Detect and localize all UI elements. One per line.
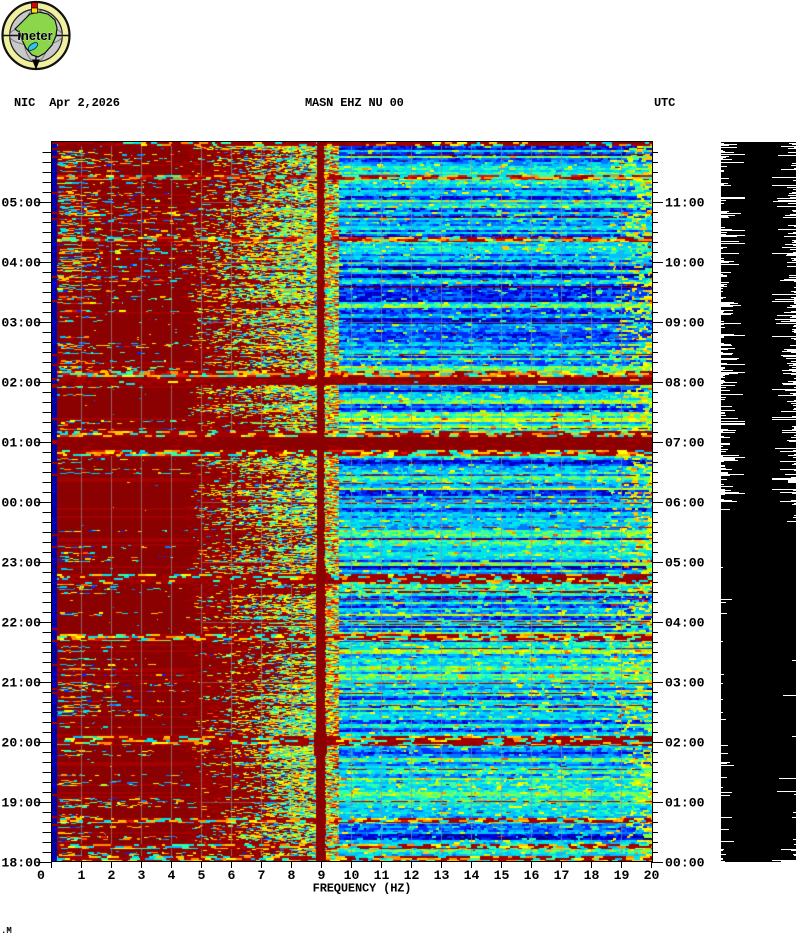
svg-text:01:00: 01:00 xyxy=(1,436,41,451)
svg-text:17: 17 xyxy=(554,868,570,883)
svg-text:08:00: 08:00 xyxy=(665,376,705,391)
svg-text:18: 18 xyxy=(584,868,600,883)
svg-text:ineter: ineter xyxy=(17,28,52,43)
svg-text:.M: .M xyxy=(1,926,12,936)
svg-text:11: 11 xyxy=(374,868,390,883)
svg-text:0: 0 xyxy=(37,868,45,883)
svg-text:01:00: 01:00 xyxy=(665,796,705,811)
svg-text:2: 2 xyxy=(108,868,116,883)
svg-text:15: 15 xyxy=(494,868,510,883)
svg-text:22:00: 22:00 xyxy=(1,616,41,631)
svg-text:06:00: 06:00 xyxy=(665,496,705,511)
svg-text:18:00: 18:00 xyxy=(1,856,41,871)
svg-text:00:00: 00:00 xyxy=(1,496,41,511)
svg-text:FREQUENCY (HZ): FREQUENCY (HZ) xyxy=(313,882,412,896)
svg-text:10:00: 10:00 xyxy=(665,256,705,271)
svg-text:13: 13 xyxy=(434,868,450,883)
svg-text:12: 12 xyxy=(404,868,420,883)
svg-text:16: 16 xyxy=(524,868,540,883)
svg-text:7: 7 xyxy=(258,868,266,883)
svg-text:21:00: 21:00 xyxy=(1,676,41,691)
svg-text:20:00: 20:00 xyxy=(1,736,41,751)
svg-text:9: 9 xyxy=(318,868,326,883)
svg-text:04:00: 04:00 xyxy=(1,256,41,271)
svg-text:5: 5 xyxy=(198,868,206,883)
svg-text:23:00: 23:00 xyxy=(1,556,41,571)
svg-text:05:00: 05:00 xyxy=(665,556,705,571)
svg-text:07:00: 07:00 xyxy=(665,436,705,451)
svg-text:02:00: 02:00 xyxy=(665,736,705,751)
svg-text:02:00: 02:00 xyxy=(1,376,41,391)
svg-text:19:00: 19:00 xyxy=(1,796,41,811)
svg-text:20: 20 xyxy=(644,868,660,883)
svg-text:09:00: 09:00 xyxy=(665,316,705,331)
svg-text:04:00: 04:00 xyxy=(665,616,705,631)
svg-text:03:00: 03:00 xyxy=(665,676,705,691)
svg-text:8: 8 xyxy=(288,868,296,883)
svg-text:11:00: 11:00 xyxy=(665,196,705,211)
svg-text:4: 4 xyxy=(168,868,176,883)
svg-text:05:00: 05:00 xyxy=(1,196,41,211)
svg-text:19: 19 xyxy=(614,868,630,883)
svg-text:00:00: 00:00 xyxy=(665,856,705,871)
svg-text:14: 14 xyxy=(464,868,480,883)
svg-text:1: 1 xyxy=(78,868,86,883)
svg-text:6: 6 xyxy=(228,868,236,883)
svg-text:10: 10 xyxy=(344,868,360,883)
svg-text:3: 3 xyxy=(138,868,146,883)
svg-text:03:00: 03:00 xyxy=(1,316,41,331)
